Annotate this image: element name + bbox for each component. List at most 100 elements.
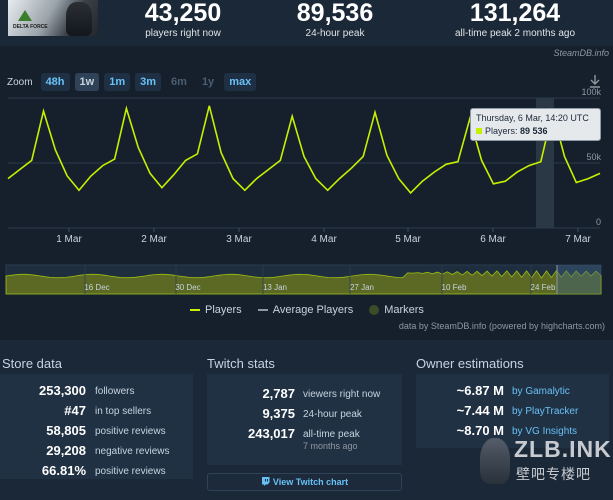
navigator-tick-label: 13 Jan xyxy=(263,283,287,292)
chart-legend: Players Average Players Markers xyxy=(190,304,424,316)
x-tick-label: 2 Mar xyxy=(141,234,167,245)
x-tick-label: 5 Mar xyxy=(395,234,421,245)
stats-header: DELTA FORCE 43,250 players right now 89,… xyxy=(0,0,613,46)
negative-reviews-label: negative reviews xyxy=(95,446,170,457)
twitch-stats-title: Twitch stats xyxy=(207,356,275,371)
peak-24h-label: 24-hour peak xyxy=(305,28,365,39)
site-watermark: ZLB.INK 壁吧专楼吧 xyxy=(480,436,612,488)
chart-credit[interactable]: data by SteamDB.info (powered by highcha… xyxy=(398,321,605,331)
players-series-line xyxy=(7,105,601,195)
twitch-all-time-label: all-time peak xyxy=(303,429,360,440)
navigator-tick-label: 16 Dec xyxy=(84,283,109,292)
steamdb-tag[interactable]: SteamDB.info xyxy=(553,48,609,58)
twitch-row-viewers: 2,787 viewers right now xyxy=(207,385,402,405)
top-sellers-value: #47 xyxy=(64,403,86,418)
zoom-controls: Zoom 48h 1w 1m 3m 6m 1y max xyxy=(7,73,257,91)
positive-reviews-label: positive reviews xyxy=(95,426,166,437)
twitch-icon xyxy=(261,477,270,486)
zoom-max-button[interactable]: max xyxy=(224,73,257,91)
player-chart-card: SteamDB.info Zoom 48h 1w 1m 3m 6m 1y max… xyxy=(0,46,613,340)
playtracker-value: ~7.44 M xyxy=(456,403,504,418)
store-data-title: Store data xyxy=(2,356,62,371)
watermark-line1: ZLB.INK xyxy=(514,436,612,462)
peak-24h-stat: 89,536 24-hour peak xyxy=(270,0,400,40)
soldier-figure-image xyxy=(66,2,92,36)
playtracker-link[interactable]: by PlayTracker xyxy=(512,406,579,417)
owner-estimations-panel: ~6.87 M by Gamalytic ~7.44 M by PlayTrac… xyxy=(416,374,609,448)
x-tick-label: 4 Mar xyxy=(311,234,337,245)
tooltip-date: Thursday, 6 Mar, 14:20 UTC xyxy=(476,113,589,123)
legend-average-label: Average Players xyxy=(272,304,354,316)
view-twitch-chart-label: View Twitch chart xyxy=(272,477,349,487)
legend-players-label: Players xyxy=(205,304,242,316)
owner-estimations-title: Owner estimations xyxy=(416,356,524,371)
review-percent-value: 66.81% xyxy=(41,463,86,478)
vg-insights-link[interactable]: by VG Insights xyxy=(512,426,578,437)
y-tick-label: 50k xyxy=(586,152,601,162)
download-icon[interactable] xyxy=(589,74,601,88)
chart-tooltip: Thursday, 6 Mar, 14:20 UTC Players: 89 5… xyxy=(470,108,601,141)
zoom-1m-button[interactable]: 1m xyxy=(104,73,131,91)
x-tick-label: 3 Mar xyxy=(226,234,252,245)
legend-players[interactable]: Players xyxy=(190,304,242,316)
x-tick-label: 1 Mar xyxy=(56,234,82,245)
x-axis-ticks: 1 Mar 2 Mar 3 Mar 4 Mar 5 Mar 6 Mar 7 Mar xyxy=(56,228,591,245)
legend-average[interactable]: Average Players xyxy=(257,304,354,316)
game-capsule-image[interactable]: DELTA FORCE xyxy=(8,0,98,36)
owner-row-vg-insights: ~8.70 M by VG Insights xyxy=(416,422,609,442)
twitch-all-time-value: 243,017 xyxy=(248,426,295,441)
view-twitch-chart-button[interactable]: View Twitch chart xyxy=(207,473,402,491)
tooltip-value-line: Players: 89 536 xyxy=(476,125,595,138)
twitch-peak-24h-value: 9,375 xyxy=(262,406,295,421)
navigator-series-area xyxy=(5,270,602,295)
tooltip-value: 89 536 xyxy=(520,126,548,136)
markers-legend-swatch xyxy=(369,305,380,315)
followers-label: followers xyxy=(95,386,135,397)
followers-value: 253,300 xyxy=(39,383,86,398)
game-logo-text: DELTA FORCE xyxy=(13,24,48,30)
zoom-1y-button[interactable]: 1y xyxy=(201,76,215,88)
review-percent-label: positive reviews xyxy=(95,466,166,477)
y-tick-label: 100k xyxy=(581,87,601,97)
zoom-label: Zoom xyxy=(7,76,33,88)
store-row-followers: 253,300 followers xyxy=(0,382,193,402)
zoom-6m-button[interactable]: 6m xyxy=(171,76,187,88)
watermark-mascot-image xyxy=(480,438,510,484)
twitch-viewers-value: 2,787 xyxy=(262,386,295,401)
navigator-tick-label: 24 Feb xyxy=(531,283,556,292)
all-time-peak-stat: 131,264 all-time peak 2 months ago xyxy=(440,0,590,40)
zoom-1w-button[interactable]: 1w xyxy=(74,73,100,91)
positive-reviews-value: 58,805 xyxy=(46,423,86,438)
current-players-label: players right now xyxy=(145,28,221,39)
legend-markers-label: Markers xyxy=(384,304,424,316)
legend-markers[interactable]: Markers xyxy=(369,304,424,316)
all-time-peak-value: 131,264 xyxy=(469,0,561,27)
zoom-3m-button[interactable]: 3m xyxy=(135,73,162,91)
navigator-tick-label: 10 Feb xyxy=(442,283,467,292)
navigator-tick-label: 30 Dec xyxy=(175,283,200,292)
zoom-48h-button[interactable]: 48h xyxy=(40,73,70,91)
y-tick-label: 0 xyxy=(596,217,601,227)
twitch-peak-24h-label: 24-hour peak xyxy=(303,409,362,420)
store-row-review-percent: 66.81% positive reviews xyxy=(0,462,193,482)
tooltip-series-name: Players: xyxy=(485,126,518,136)
store-data-panel: 253,300 followers #47 in top sellers 58,… xyxy=(0,374,193,479)
x-tick-label: 7 Mar xyxy=(565,234,591,245)
navigator-tick-label: 27 Jan xyxy=(350,283,374,292)
x-tick-label: 6 Mar xyxy=(480,234,506,245)
player-count-chart[interactable]: 1 Mar 2 Mar 3 Mar 4 Mar 5 Mar 6 Mar 7 Mar 0 50k… xyxy=(0,46,613,340)
owner-row-playtracker: ~7.44 M by PlayTracker xyxy=(416,402,609,422)
vg-insights-value: ~8.70 M xyxy=(456,423,504,438)
current-players-stat: 43,250 players right now xyxy=(118,0,248,40)
navigator-ticks: 16 Dec 30 Dec 13 Jan 27 Jan 10 Feb 24 Feb xyxy=(84,265,556,294)
twitch-all-time-when: 7 months ago xyxy=(303,441,358,451)
top-sellers-label: in top sellers xyxy=(95,406,152,417)
gamalytic-link[interactable]: by Gamalytic xyxy=(512,386,570,397)
store-row-negative-reviews: 29,208 negative reviews xyxy=(0,442,193,462)
players-legend-swatch xyxy=(190,309,200,311)
store-row-positive-reviews: 58,805 positive reviews xyxy=(0,422,193,442)
average-legend-swatch xyxy=(257,309,268,311)
twitch-viewers-label: viewers right now xyxy=(303,389,381,400)
peak-24h-value: 89,536 xyxy=(296,0,374,27)
y-axis-ticks: 0 50k 100k xyxy=(581,87,601,227)
